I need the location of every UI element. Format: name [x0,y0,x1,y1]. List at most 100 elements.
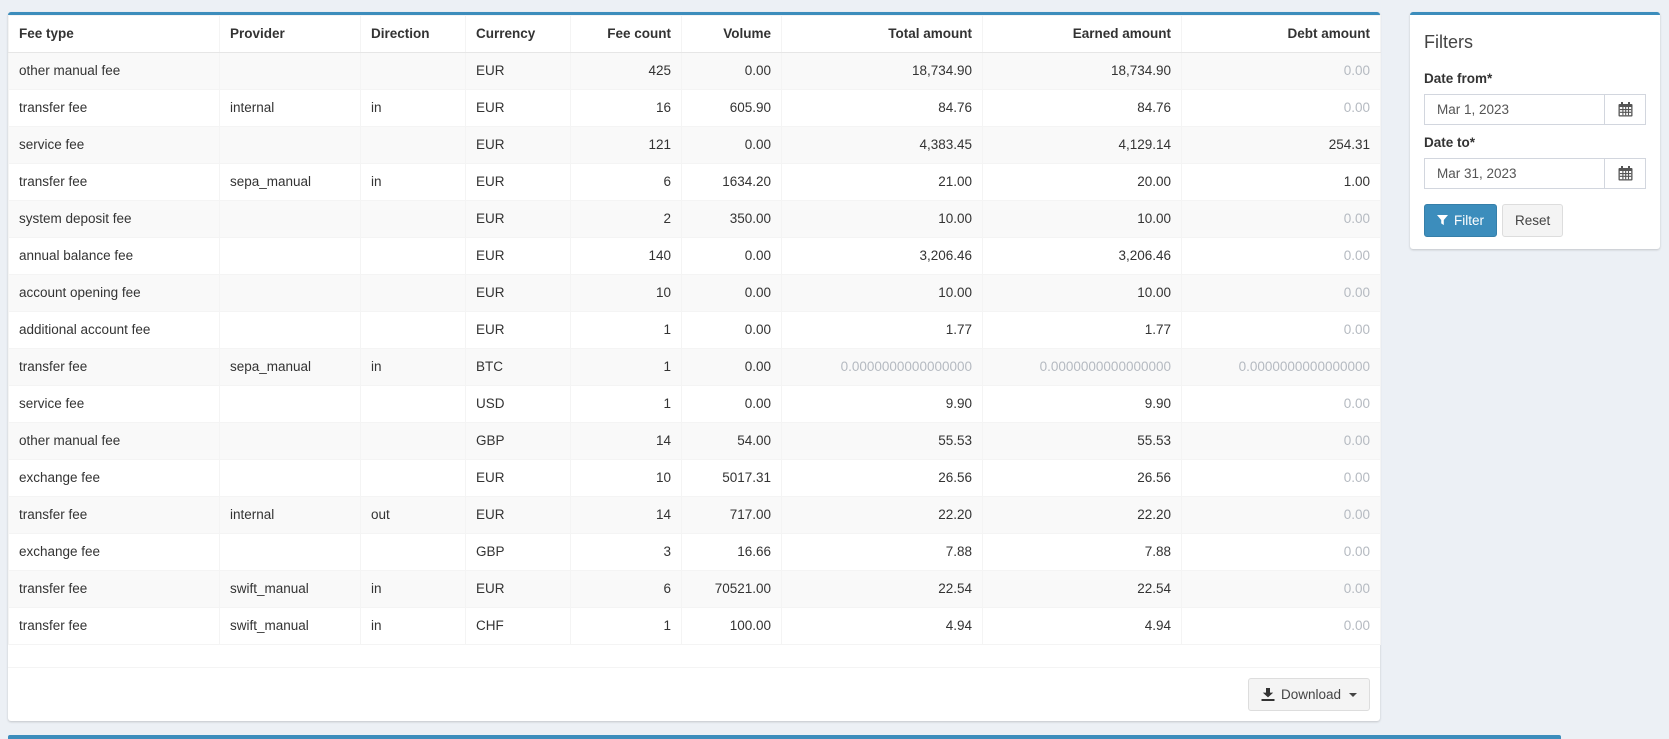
column-header-earned-amount: Earned amount [982,15,1182,53]
cell-fee-count: 6 [570,570,682,608]
cell-provider: sepa_manual [219,348,361,386]
cell-direction: in [360,348,466,386]
cell-provider [219,311,361,349]
date-from-label: Date from* [1424,71,1493,86]
cell-direction [360,200,466,238]
cell-fee-type: transfer fee [8,496,220,534]
column-header-direction: Direction [360,15,466,53]
table-row: service fee USD 1 0.00 9.90 9.90 0.00 [8,385,1381,423]
cell-total-amount: 10.00 [781,274,983,312]
cell-earned-amount: 18,734.90 [982,52,1182,90]
cell-direction: in [360,570,466,608]
cell-fee-type: exchange fee [8,533,220,571]
cell-earned-amount: 4.94 [982,607,1182,645]
cell-provider [219,126,361,164]
reset-button[interactable]: Reset [1502,204,1564,237]
cell-earned-amount: 10.00 [982,274,1182,312]
cell-currency: USD [465,385,571,423]
cell-volume: 0.00 [681,52,782,90]
filters-panel: Filters Date from* Dat [1410,12,1660,249]
cell-earned-amount: 7.88 [982,533,1182,571]
cell-provider: internal [219,89,361,127]
cell-fee-type: transfer fee [8,348,220,386]
download-button[interactable]: Download [1247,678,1370,711]
cell-fee-type: transfer fee [8,570,220,608]
cell-currency: GBP [465,533,571,571]
filter-button[interactable]: Filter [1424,204,1497,237]
cell-total-amount: 0.0000000000000000 [781,348,983,386]
table-row: annual balance fee EUR 140 0.00 3,206.46 3,20… [8,237,1381,275]
cell-currency: GBP [465,422,571,460]
cell-fee-type: exchange fee [8,459,220,497]
filters-title: Filters [1424,32,1473,52]
cell-total-amount: 3,206.46 [781,237,983,275]
date-to-input[interactable] [1424,158,1605,189]
cell-volume: 605.90 [681,89,782,127]
date-to-calendar-button[interactable] [1604,158,1646,189]
cell-debt-amount: 0.00 [1181,570,1381,608]
cell-fee-type: other manual fee [8,52,220,90]
cell-debt-amount: 0.00 [1181,237,1381,275]
cell-provider [219,533,361,571]
cell-currency: EUR [465,163,571,201]
cell-fee-count: 14 [570,422,682,460]
cell-volume: 16.66 [681,533,782,571]
cell-earned-amount: 9.90 [982,385,1182,423]
cell-debt-amount: 0.00 [1181,200,1381,238]
column-header-fee-type: Fee type [8,15,220,53]
table-row: transfer fee sepa_manual in EUR 6 1634.20 21.0… [8,163,1381,201]
cell-fee-count: 1 [570,385,682,423]
column-header-volume: Volume [681,15,782,53]
date-from-calendar-button[interactable] [1604,94,1646,125]
cell-currency: EUR [465,126,571,164]
cell-currency: CHF [465,607,571,645]
reset-button-label: Reset [1515,213,1551,228]
table-row: additional account fee EUR 1 0.00 1.77 1.77 0.… [8,311,1381,349]
filters-column: Filters Date from* Dat [1410,12,1660,249]
cell-debt-amount: 0.00 [1181,385,1381,423]
cell-earned-amount: 55.53 [982,422,1182,460]
cell-total-amount: 1.77 [781,311,983,349]
cell-fee-type: service fee [8,385,220,423]
cell-earned-amount: 0.0000000000000000 [982,348,1182,386]
cell-fee-count: 1 [570,311,682,349]
cell-debt-amount: 0.00 [1181,89,1381,127]
table-body: other manual fee EUR 425 0.00 18,734.90 18,73… [8,52,1381,645]
cell-fee-type: account opening fee [8,274,220,312]
footer-panel-border [8,735,1561,739]
calendar-icon [1618,102,1633,117]
cell-provider: swift_manual [219,607,361,645]
cell-currency: BTC [465,348,571,386]
cell-earned-amount: 4,129.14 [982,126,1182,164]
cell-earned-amount: 22.54 [982,570,1182,608]
cell-total-amount: 84.76 [781,89,983,127]
cell-fee-count: 121 [570,126,682,164]
cell-volume: 100.00 [681,607,782,645]
cell-debt-amount: 0.00 [1181,496,1381,534]
cell-debt-amount: 0.00 [1181,311,1381,349]
cell-direction [360,422,466,460]
cell-direction: in [360,89,466,127]
table-row: transfer fee sepa_manual in BTC 1 0.00 0.00000… [8,348,1381,386]
cell-total-amount: 9.90 [781,385,983,423]
date-from-input[interactable] [1424,94,1605,125]
date-to-group [1424,158,1646,189]
cell-fee-count: 2 [570,200,682,238]
cell-total-amount: 26.56 [781,459,983,497]
cell-debt-amount: 0.00 [1181,459,1381,497]
cell-currency: EUR [465,311,571,349]
cell-debt-amount: 0.0000000000000000 [1181,348,1381,386]
cell-volume: 54.00 [681,422,782,460]
cell-volume: 0.00 [681,126,782,164]
cell-earned-amount: 22.20 [982,496,1182,534]
cell-total-amount: 18,734.90 [781,52,983,90]
cell-direction [360,274,466,312]
cell-total-amount: 7.88 [781,533,983,571]
cell-fee-count: 10 [570,459,682,497]
cell-fee-type: transfer fee [8,89,220,127]
cell-debt-amount: 0.00 [1181,422,1381,460]
table-bottom-spacer [8,645,1380,667]
cell-volume: 350.00 [681,200,782,238]
cell-fee-count: 1 [570,607,682,645]
cell-earned-amount: 1.77 [982,311,1182,349]
